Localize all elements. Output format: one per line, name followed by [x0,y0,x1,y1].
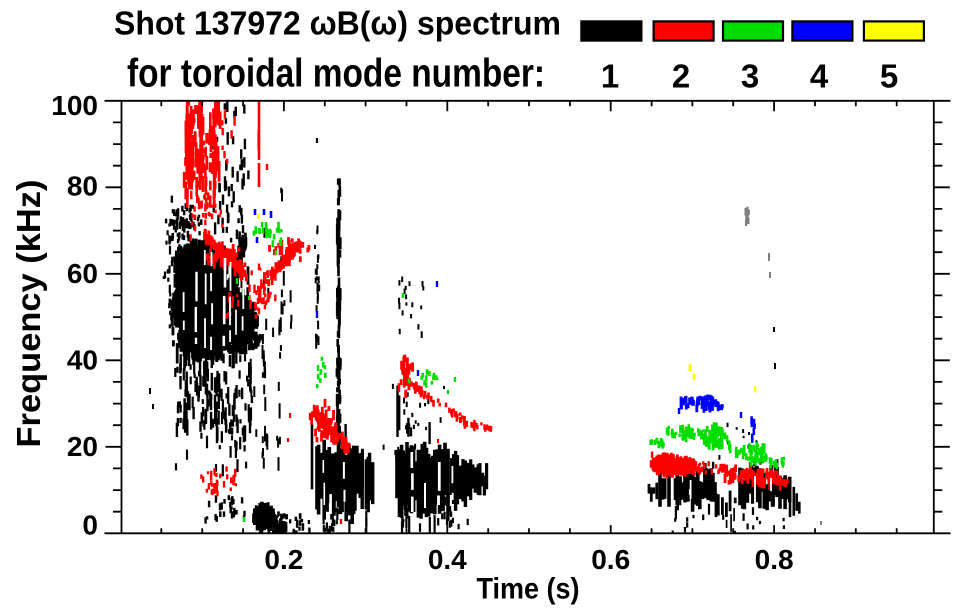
svg-text:60: 60 [67,258,98,289]
svg-text:1: 1 [601,58,619,95]
svg-text:Shot 137972 ωB(ω) spectrum: Shot 137972 ωB(ω) spectrum [114,4,561,41]
svg-text:0.6: 0.6 [591,544,630,575]
svg-text:0.2: 0.2 [264,544,303,575]
svg-text:Time (s): Time (s) [477,572,580,605]
svg-text:5: 5 [880,58,898,95]
svg-text:4: 4 [810,58,829,95]
svg-text:0.4: 0.4 [428,544,467,575]
svg-text:100: 100 [51,90,98,121]
svg-text:40: 40 [67,344,98,375]
svg-text:0.8: 0.8 [755,544,794,575]
svg-text:2: 2 [672,58,690,95]
svg-text:0: 0 [82,510,98,541]
svg-text:3: 3 [741,58,759,95]
svg-text:for toroidal mode number:: for toroidal mode number: [127,52,545,96]
svg-text:80: 80 [67,171,98,202]
svg-text:Frequency (kHz): Frequency (kHz) [10,180,47,448]
svg-text:20: 20 [67,431,98,462]
